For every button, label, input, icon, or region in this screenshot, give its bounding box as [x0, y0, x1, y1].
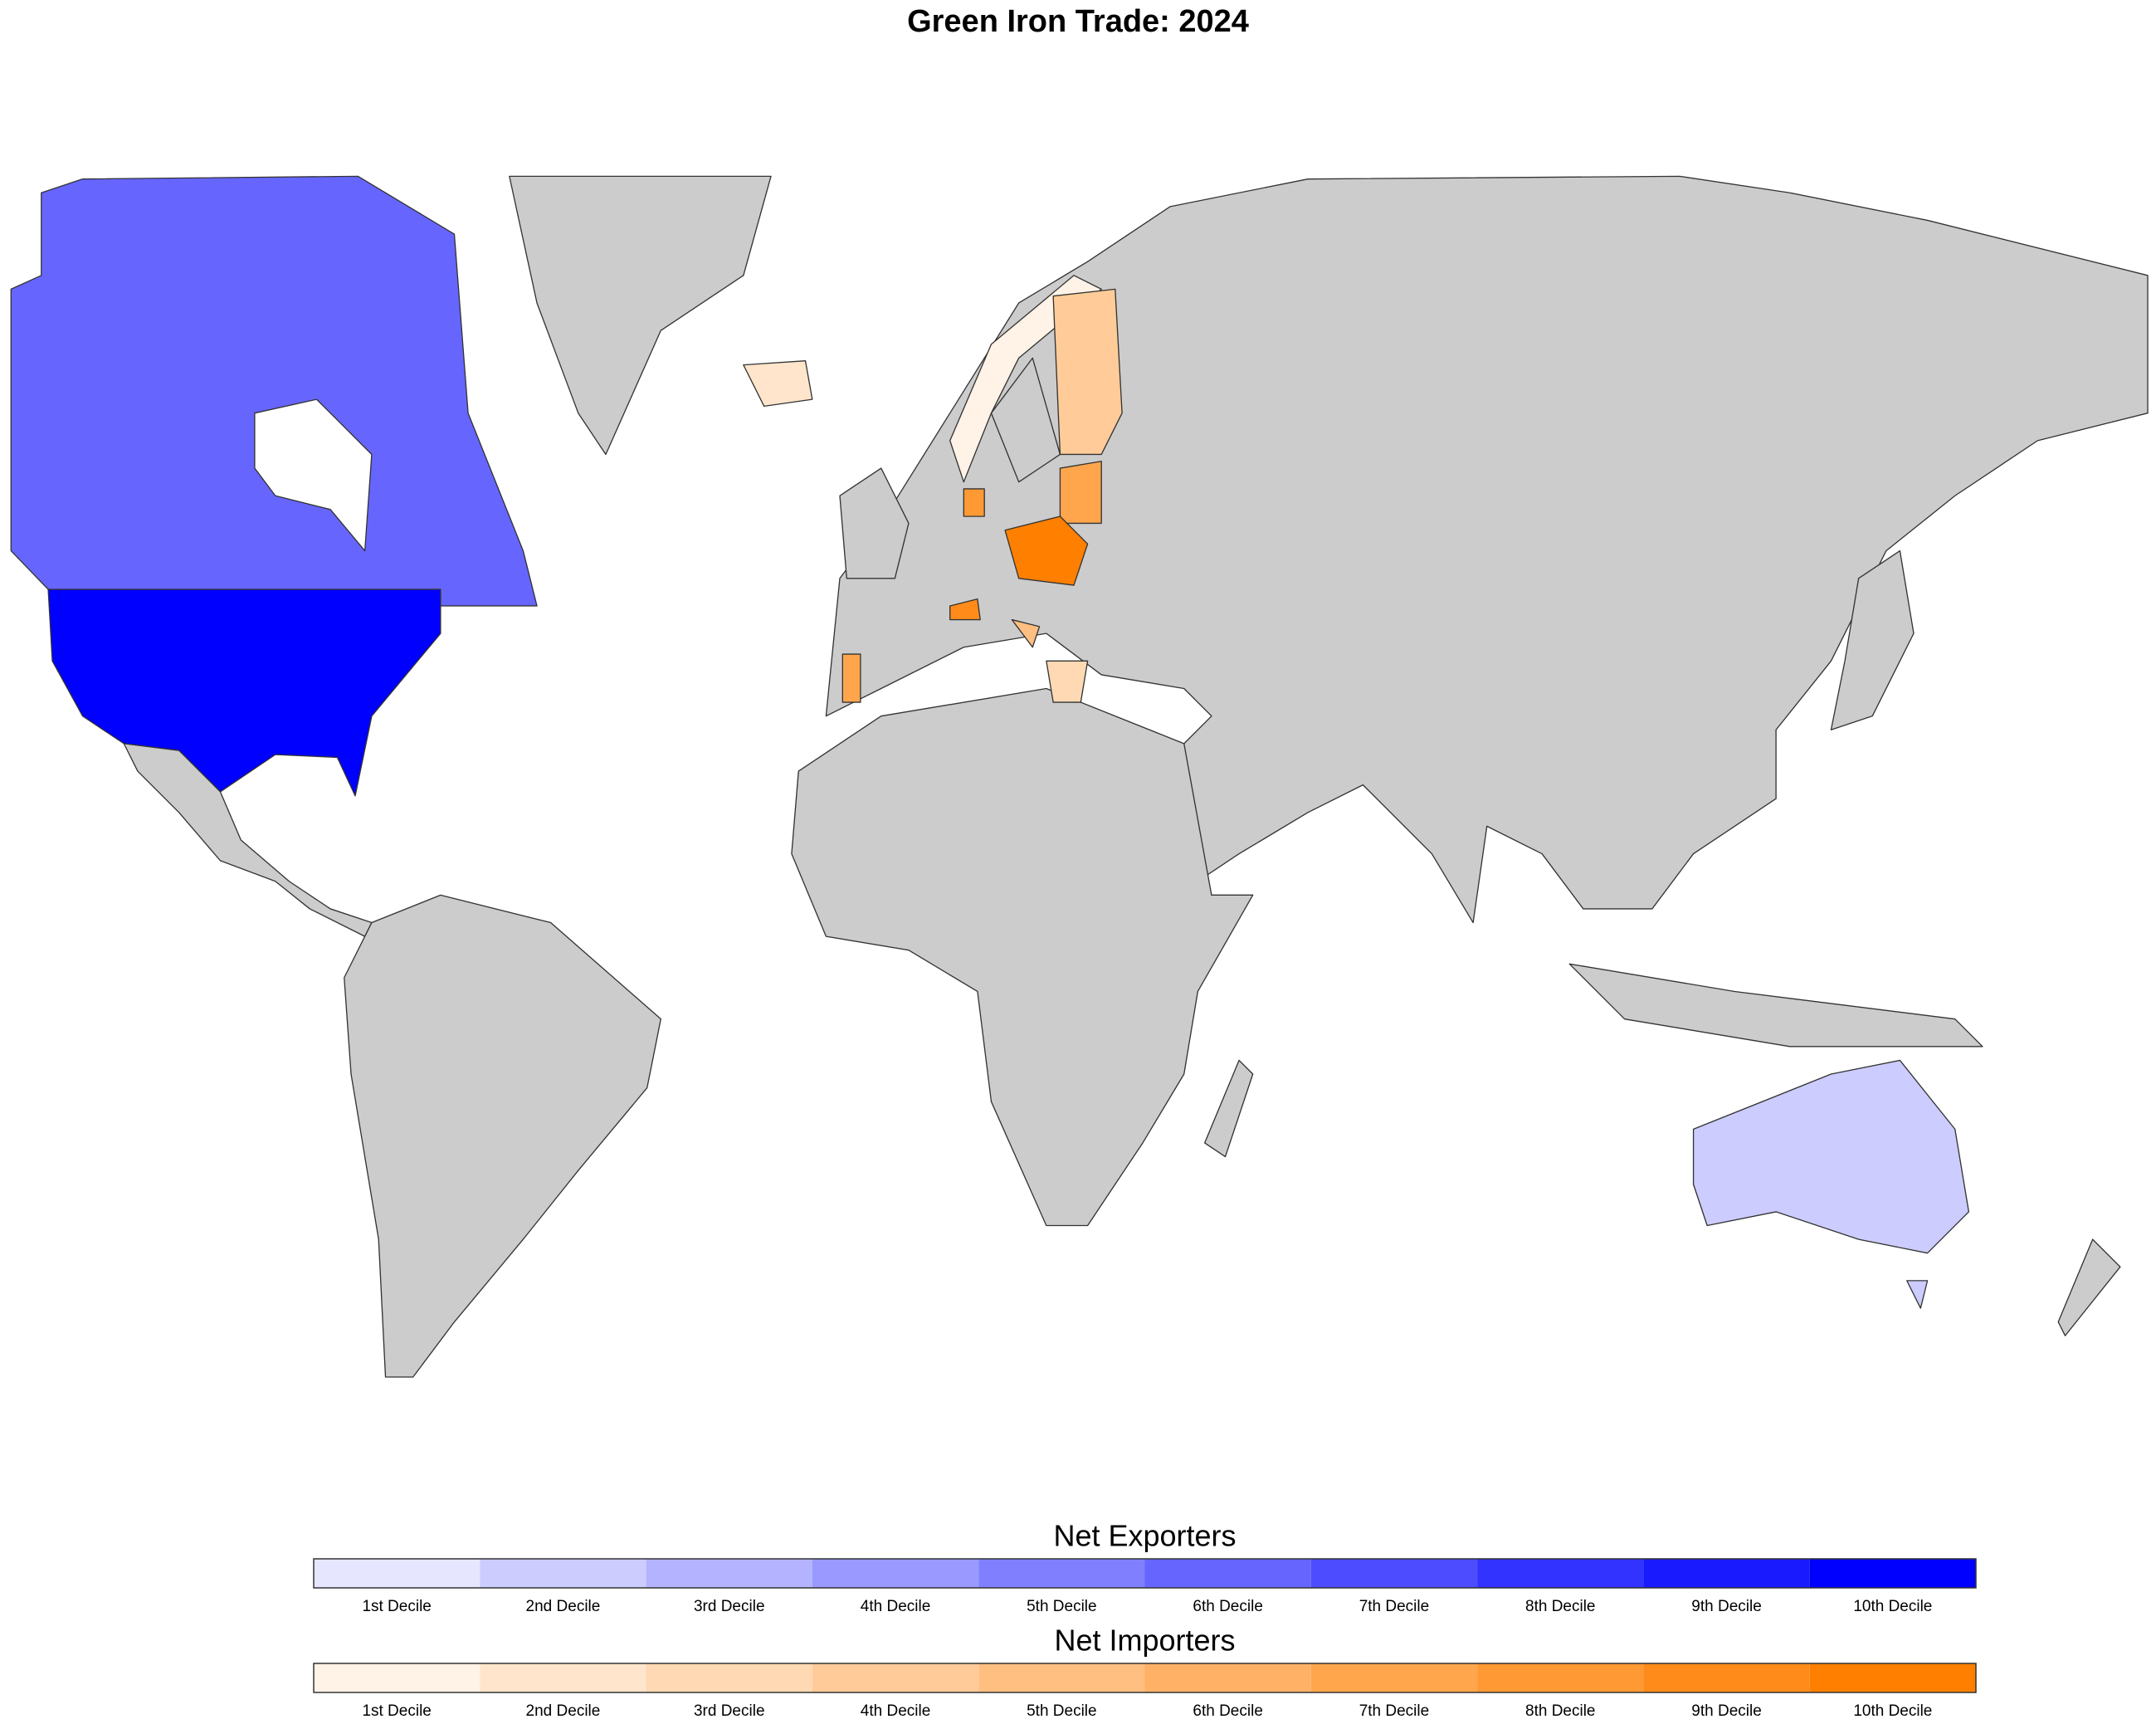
- region: [1052, 288, 1123, 456]
- legend-label: 4th Decile: [861, 1598, 931, 1615]
- region: [509, 175, 772, 456]
- region: [1906, 1280, 1929, 1309]
- legend-swatch: [812, 1559, 979, 1588]
- legend-swatch: [314, 1559, 480, 1588]
- legend-label: 7th Decile: [1359, 1598, 1430, 1615]
- legend-label: 8th Decile: [1525, 1598, 1596, 1615]
- region: [1568, 963, 1983, 1048]
- legend-swatch: [1809, 1559, 1976, 1588]
- region: [1203, 1059, 1254, 1158]
- legend-label: 2nd Decile: [526, 1598, 601, 1615]
- world-map: [10, 175, 2149, 1378]
- legend-swatch: [1310, 1663, 1478, 1692]
- legend-label: 9th Decile: [1691, 1598, 1762, 1615]
- legend-swatch: [1144, 1559, 1311, 1588]
- legend-swatch: [1310, 1559, 1478, 1588]
- legend-label: 1st Decile: [362, 1598, 431, 1615]
- region: [1692, 1059, 1970, 1254]
- legend-label: 4th Decile: [861, 1702, 931, 1720]
- region: [949, 598, 981, 621]
- legend-label: 6th Decile: [1193, 1702, 1263, 1720]
- legend-label: 10th Decile: [1853, 1598, 1932, 1615]
- legend-swatch: [314, 1663, 480, 1692]
- region: [10, 175, 538, 607]
- region: [2057, 1238, 2121, 1336]
- legend-label: 2nd Decile: [526, 1702, 601, 1720]
- legend-swatch: [978, 1663, 1145, 1692]
- legend-frame: [313, 1558, 1977, 1589]
- water: [254, 398, 373, 552]
- legend-swatch: [1809, 1663, 1976, 1692]
- region: [1830, 549, 1915, 730]
- region: [344, 894, 661, 1378]
- legend-swatch: [646, 1559, 812, 1588]
- legend-swatch: [812, 1663, 979, 1692]
- legend-label: 5th Decile: [1027, 1598, 1097, 1615]
- region: [839, 467, 910, 579]
- legend-label: 9th Decile: [1691, 1702, 1762, 1720]
- region: [1011, 618, 1041, 648]
- legend-swatch: [1477, 1559, 1644, 1588]
- region: [1046, 660, 1089, 703]
- legend-label: 1st Decile: [362, 1702, 431, 1720]
- region: [743, 359, 813, 408]
- legend-swatch: [646, 1663, 812, 1692]
- legend-swatch: [1643, 1663, 1810, 1692]
- legend-swatch: [1477, 1663, 1644, 1692]
- legend-label: 8th Decile: [1525, 1702, 1596, 1720]
- legend-swatch: [480, 1559, 646, 1588]
- legend-title: Net Importers: [1054, 1624, 1235, 1658]
- legend-swatch: [1643, 1559, 1810, 1588]
- region: [963, 488, 985, 517]
- legend-label: 10th Decile: [1853, 1702, 1932, 1720]
- region: [1059, 461, 1102, 525]
- legend-frame: [313, 1663, 1977, 1693]
- map-title: Green Iron Trade: 2024: [907, 4, 1249, 39]
- region: [825, 175, 2149, 924]
- region: [1004, 515, 1089, 586]
- legend-swatch: [480, 1663, 646, 1692]
- region: [47, 589, 441, 797]
- region: [791, 687, 1254, 1227]
- legend-title: Net Exporters: [1053, 1519, 1236, 1553]
- legend-label: 5th Decile: [1027, 1702, 1097, 1720]
- legend-label: 3rd Decile: [694, 1702, 765, 1720]
- legend-label: 6th Decile: [1193, 1598, 1263, 1615]
- legend-swatch: [978, 1559, 1145, 1588]
- region: [841, 653, 861, 703]
- legend-label: 7th Decile: [1359, 1702, 1430, 1720]
- legend-swatch: [1144, 1663, 1311, 1692]
- legend-label: 3rd Decile: [694, 1598, 765, 1615]
